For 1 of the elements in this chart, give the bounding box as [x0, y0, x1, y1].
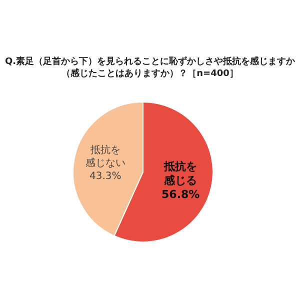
- chart-title: Q.素足（足首から下）を見られることに恥ずかしさや抵抗を感じますか（感じたことはありますか）？［n=400］: [4, 56, 296, 80]
